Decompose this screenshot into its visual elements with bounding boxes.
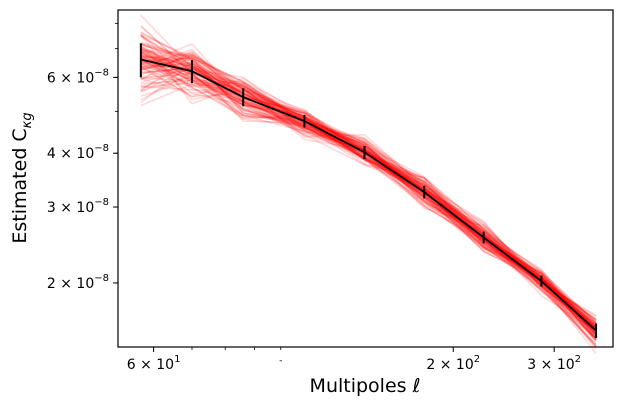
y-tick-mantissa: 2 × 10	[47, 276, 94, 292]
realization-line	[140, 62, 597, 348]
y-tick-label: 3 × 10−8	[47, 197, 109, 216]
x-tick-mantissa: 6 × 10	[127, 357, 174, 373]
x-tick-label: 2 × 102	[426, 354, 480, 373]
y-axis-title: Estimated Cκg	[9, 112, 35, 243]
mean-errorbars	[139, 43, 598, 338]
y-tick-exponent: −8	[94, 67, 109, 78]
y-tick-mantissa: 3 × 10	[47, 200, 94, 216]
realization-line	[140, 50, 597, 332]
realization-line	[140, 33, 597, 323]
realization-line	[140, 46, 597, 324]
realization-line	[140, 59, 597, 337]
x-tick-label: 6 × 101	[127, 354, 181, 373]
realization-line	[140, 76, 597, 316]
y-tick-exponent: −8	[94, 143, 109, 154]
y-tick-label: 4 × 10−8	[47, 143, 109, 162]
realization-line	[140, 77, 597, 339]
realization-line	[140, 58, 597, 330]
realization-line	[140, 54, 597, 333]
y-tick-label: 6 × 10−8	[47, 67, 109, 86]
x-tick-exponent: 2	[474, 354, 480, 365]
x-tick-exponent: 1	[174, 354, 180, 365]
realization-line	[140, 50, 597, 333]
realization-line	[140, 85, 597, 330]
realization-line	[140, 58, 597, 332]
realization-line	[140, 54, 597, 347]
y-tick-mantissa: 4 × 10	[47, 146, 94, 162]
realization-line	[140, 41, 597, 332]
x-tick-exponent: 2	[575, 354, 581, 365]
plot-area-frame	[117, 9, 614, 348]
x-tick-mantissa: 2 × 10	[426, 357, 473, 373]
realization-line	[140, 58, 597, 324]
realization-line	[140, 43, 597, 332]
x-minor-tick-label: -	[279, 356, 282, 366]
realization-line	[140, 53, 597, 327]
y-axis-title-main: Estimated C	[9, 128, 31, 243]
y-axis-title-subscript: κg	[20, 112, 35, 128]
x-tick-mantissa: 3 × 10	[527, 357, 574, 373]
x-axis-ticks: 6 × 101 2 × 102 3 × 102-	[127, 347, 581, 373]
x-tick-label: 3 × 102	[527, 354, 581, 373]
realization-line	[140, 56, 597, 330]
x-axis-title: Multipoles ℓ	[310, 375, 421, 397]
y-tick-label: 2 × 10−8	[47, 273, 109, 292]
realization-line	[140, 65, 597, 327]
y-tick-exponent: −8	[94, 197, 109, 208]
realization-line	[140, 66, 597, 333]
y-tick-mantissa: 6 × 10	[47, 70, 94, 86]
y-tick-exponent: −8	[94, 273, 109, 284]
y-axis-ticks: 2 × 10−83 × 10−84 × 10−86 × 10−8	[47, 23, 118, 292]
realization-line	[140, 63, 597, 338]
realization-line	[140, 48, 597, 339]
realization-line	[140, 65, 597, 330]
realization-line	[140, 49, 597, 347]
